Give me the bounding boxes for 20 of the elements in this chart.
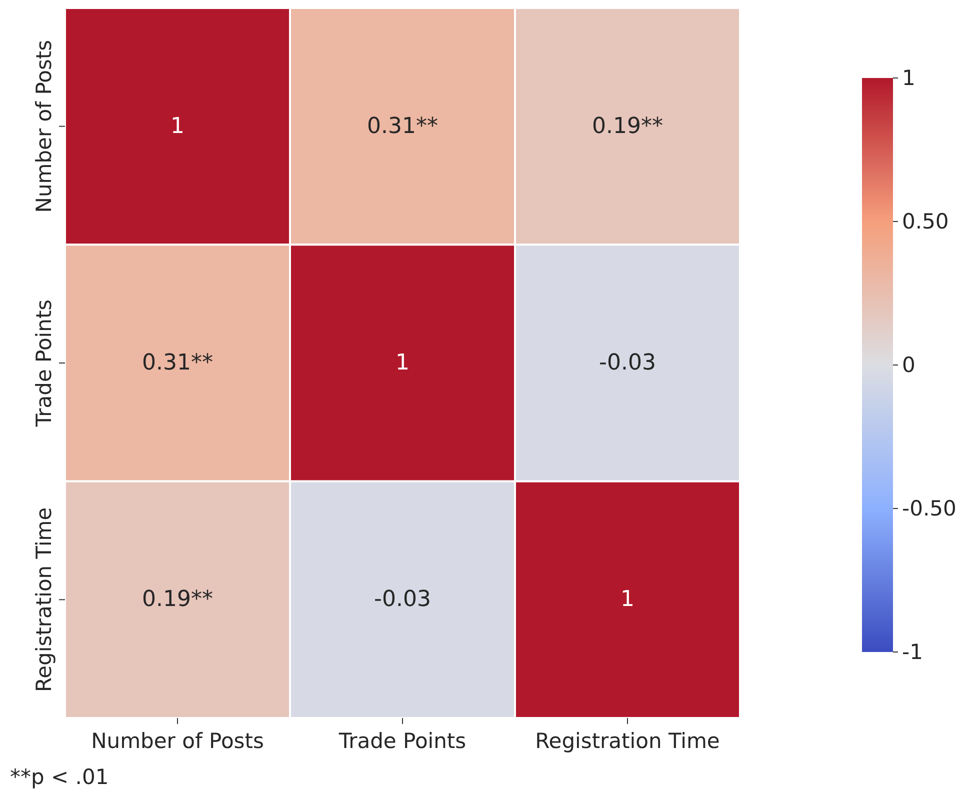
x-tick-label: Trade Points bbox=[338, 729, 466, 753]
data-label: 1 bbox=[170, 114, 184, 139]
data-label: 0.19** bbox=[592, 114, 663, 139]
x-tick-label: Registration Time bbox=[535, 729, 720, 753]
data-label: 1 bbox=[620, 587, 634, 612]
data-label: 0.31** bbox=[367, 114, 438, 139]
y-tick-label: Number of Posts bbox=[32, 40, 56, 213]
data-label: -0.03 bbox=[599, 350, 656, 376]
y-tick-label: Trade Points bbox=[32, 299, 56, 428]
data-label: 0.31** bbox=[142, 350, 213, 376]
text: **p < .01 bbox=[10, 765, 109, 789]
color-bar-label: 0 bbox=[902, 353, 916, 377]
color-bar-label: 1 bbox=[902, 66, 916, 90]
color-bar-label: 0.50 bbox=[902, 210, 949, 234]
data-label: 1 bbox=[396, 350, 410, 376]
color-bar-label: -1 bbox=[902, 640, 923, 664]
data-label: 0.19** bbox=[142, 587, 213, 612]
x-tick-label: Number of Posts bbox=[91, 729, 264, 753]
color-bar-label: -0.50 bbox=[902, 496, 956, 520]
data-label: -0.03 bbox=[374, 587, 431, 612]
